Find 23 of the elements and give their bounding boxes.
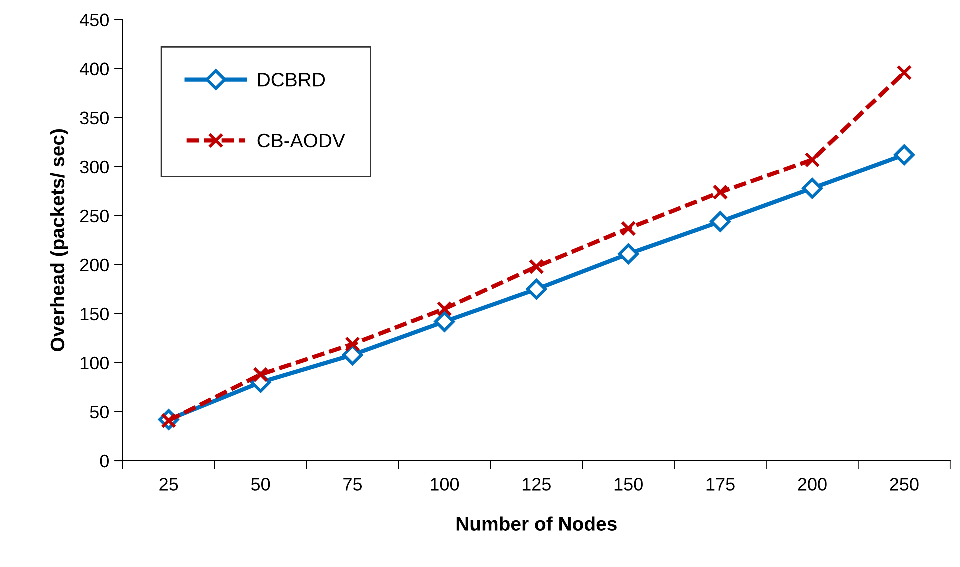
x-tick-label: 50	[251, 478, 270, 491]
legend-label: CB-AODV	[258, 134, 346, 148]
x-tick-label: 200	[798, 478, 827, 491]
y-tick-label: 300	[80, 160, 109, 174]
y-axis-title: Overhead (packets/ sec)	[50, 130, 68, 352]
y-tick-label: 400	[80, 62, 109, 76]
y-tick-label: 50	[90, 406, 109, 419]
y-tick-label: 100	[80, 356, 109, 370]
y-tick-label: 350	[80, 112, 109, 125]
y-tick-label: 200	[80, 258, 109, 272]
x-tick-label: 125	[522, 478, 551, 491]
legend-label: DCBRD	[258, 73, 326, 87]
x-tick-label: 100	[431, 478, 460, 491]
x-tick-label: 175	[706, 478, 735, 491]
y-tick-label: 450	[80, 14, 109, 27]
x-tick-label: 25	[160, 478, 178, 491]
x-tick-label: 75	[344, 478, 362, 491]
x-axis-title: Number of Nodes	[456, 516, 617, 531]
y-tick-label: 150	[80, 308, 109, 321]
y-tick-label: 0	[100, 454, 109, 468]
x-tick-label: 150	[614, 478, 643, 491]
y-tick-label: 250	[80, 210, 109, 223]
x-tick-label: 250	[890, 478, 919, 491]
